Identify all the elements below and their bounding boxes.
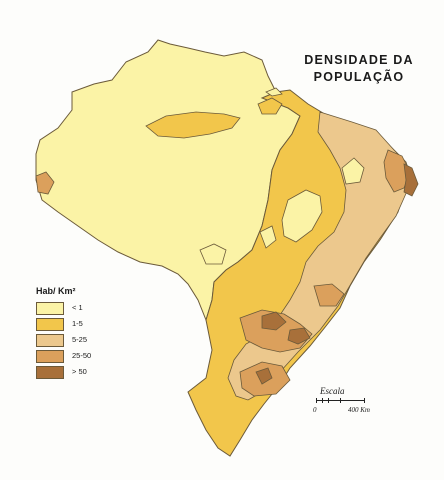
map-title-line1: DENSIDADE DA	[304, 53, 414, 67]
region-density-25-50-c	[313, 283, 345, 307]
legend-swatch	[36, 366, 64, 379]
legend-item: < 1	[36, 302, 126, 315]
region-density-gt50-se1	[261, 311, 287, 331]
scale-bar: Escala 0 400 Km	[312, 386, 382, 416]
scale-tick	[322, 398, 323, 403]
legend-swatch	[36, 318, 64, 331]
legend-item: > 50	[36, 366, 126, 379]
legend-label: 5-25	[72, 335, 88, 344]
legend-swatch	[36, 350, 64, 363]
inclusion-lt1-west	[199, 243, 227, 265]
island-marajo	[257, 97, 283, 115]
inclusion-lt1-ne	[341, 157, 365, 185]
map-title: DENSIDADE DA POPULAÇÃO	[284, 52, 434, 86]
legend-label: 25-50	[72, 351, 92, 360]
legend-item: 5-25	[36, 334, 126, 347]
legend-label: < 1	[72, 303, 83, 312]
scale-tick	[364, 398, 365, 403]
region-density-gt50-se3	[255, 367, 273, 385]
inclusion-lt1-central2	[259, 225, 277, 249]
scale-tick	[340, 398, 341, 403]
scale-title: Escala	[320, 386, 345, 396]
legend-item: 25-50	[36, 350, 126, 363]
scale-tick	[328, 398, 329, 403]
legend: Hab/ Km² < 1 1-5 5-25 25-50 > 50	[36, 286, 126, 382]
inclusion-lt1-central	[281, 189, 323, 243]
scale-line-group	[312, 398, 382, 406]
legend-swatch	[36, 334, 64, 347]
island-small	[265, 87, 283, 97]
region-density-gt50-se2	[287, 327, 311, 345]
legend-swatch	[36, 302, 64, 315]
legend-item: 1-5	[36, 318, 126, 331]
scale-end-label: 400 Km	[348, 406, 370, 414]
region-density-25-50-e	[35, 171, 55, 195]
region-density-25-50-a	[383, 149, 411, 193]
inclusion-lt1-north	[145, 111, 241, 139]
scale-tick	[316, 398, 317, 403]
map-title-line2: POPULAÇÃO	[313, 70, 405, 84]
scale-start-label: 0	[313, 406, 317, 414]
legend-title: Hab/ Km²	[36, 286, 76, 296]
region-density-gt50-coast	[403, 163, 419, 197]
scale-labels: 0 400 Km	[312, 406, 382, 416]
legend-label: > 50	[72, 367, 87, 376]
legend-label: 1-5	[72, 319, 83, 328]
